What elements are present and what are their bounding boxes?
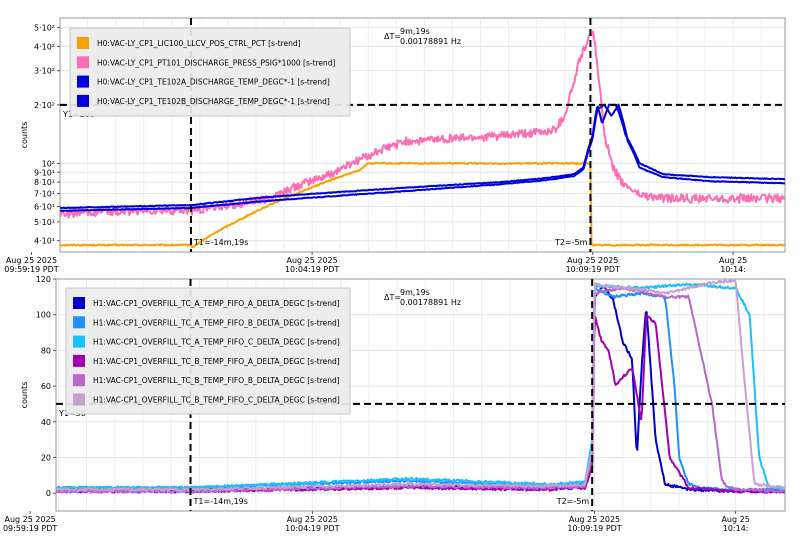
y-tick-label: 9·10¹ [34, 168, 55, 177]
legend-entry-label: H1:VAC-CP1_OVERFILL_TC_A_TEMP_FIFO_C_DEL… [93, 338, 340, 347]
x-tick-label-time: 10:04:19 PDT [285, 524, 339, 533]
x-tick-label-date: Aug 25 2025 [5, 515, 56, 524]
legend-swatch[interactable] [77, 94, 89, 107]
x-tick-label-date: Aug 25 2025 [569, 515, 620, 524]
cursor-t1-label: T1=-14m,19s [193, 238, 248, 247]
legend-swatch[interactable] [73, 297, 85, 309]
y-tick-label: 60 [41, 382, 51, 391]
delta-t-label: ΔT= [384, 32, 401, 41]
plot-frame [59, 17, 786, 253]
x-tick-label-time: 10:04:19 PDT [285, 265, 339, 274]
legend-entry-label: H1:VAC-CP1_OVERFILL_TC_B_TEMP_FIFO_A_DEL… [93, 357, 340, 366]
delta-frequency: 0.00178891 Hz [400, 298, 461, 307]
y-tick-label: 0 [46, 489, 51, 498]
series-lines [60, 29, 785, 249]
x-tick-label-time: 09:59:19 PDT [3, 524, 57, 533]
y-axis-label: counts [20, 122, 29, 149]
delta-frequency: 0.00178891 Hz [400, 37, 461, 46]
y-tick-label: 8·10¹ [34, 178, 55, 187]
y-tick-label: 5·10¹ [34, 218, 55, 227]
legend: H1:VAC-CP1_OVERFILL_TC_A_TEMP_FIFO_A_DEL… [65, 287, 351, 415]
delta-t-value: 9m,19s [400, 288, 430, 297]
cursor-t2-label: T2=-5m [554, 238, 588, 247]
legend-entry-label: H0:VAC-LY_CP1_TE102A_DISCHARGE_TEMP_DEGC… [97, 78, 330, 87]
series-line-3 [60, 103, 785, 210]
x-tick-label-time: 10:14: [720, 265, 746, 274]
y-tick-label: 20 [41, 453, 51, 462]
x-tick-label-time: 09:59:19 PDT [4, 265, 58, 274]
y-axis-label: counts [20, 382, 29, 409]
x-tick-label-time: 10:14: [723, 524, 749, 533]
series-lines [56, 279, 785, 494]
legend-box [69, 27, 351, 117]
y-tick-label: 4·10² [34, 42, 55, 51]
series-line-2 [60, 29, 785, 219]
y-tick-label: 3·10² [34, 67, 55, 76]
legend-box [65, 287, 351, 415]
series-line-4 [60, 103, 785, 213]
legend-swatch[interactable] [77, 75, 89, 88]
legend: H0:VAC-LY_CP1_LIC100_LLCV_POS_CTRL_PCT [… [69, 27, 351, 117]
legend-swatch[interactable] [73, 393, 85, 406]
y-tick-label: 80 [41, 346, 51, 355]
delta-t-value: 9m,19s [400, 27, 430, 36]
series-line-6 [56, 279, 785, 492]
y-tick-label: 120 [36, 275, 51, 284]
series-line-1 [60, 161, 785, 249]
cursor-t1-label: T1=-14m,19s [193, 497, 248, 506]
legend-swatch[interactable] [73, 354, 85, 367]
x-tick-label-date: Aug 25 2025 [287, 515, 338, 524]
x-tick-label-time: 10:09:19 PDT [567, 524, 621, 533]
legend-swatch[interactable] [73, 374, 85, 387]
legend-swatch[interactable] [77, 56, 89, 69]
x-tick-label-date: Aug 25 2025 [286, 256, 337, 265]
y-tick-label: 100 [36, 311, 51, 320]
legend-swatch[interactable] [77, 37, 89, 49]
y-tick-label: 7·10¹ [34, 190, 55, 199]
legend-entry-label: H1:VAC-CP1_OVERFILL_TC_B_TEMP_FIFO_C_DEL… [93, 396, 340, 405]
legend-entry-label: H0:VAC-LY_CP1_LIC100_LLCV_POS_CTRL_PCT [… [97, 39, 301, 48]
y-tick-label: 6·10¹ [34, 203, 55, 212]
plot-frame [55, 278, 786, 512]
legend-entry-label: H1:VAC-CP1_OVERFILL_TC_A_TEMP_FIFO_A_DEL… [93, 299, 340, 308]
legend-entry-label: H1:VAC-CP1_OVERFILL_TC_A_TEMP_FIFO_B_DEL… [93, 318, 340, 327]
legend-entry-label: H0:VAC-LY_CP1_TE102B_DISCHARGE_TEMP_DEGC… [97, 97, 330, 106]
legend-entry-label: H0:VAC-LY_CP1_PT101_DISCHARGE_PRESS_PSIG… [97, 58, 336, 67]
x-tick-label-date: Aug 25 2025 [6, 256, 57, 265]
y-tick-label: 10² [42, 159, 55, 168]
y-tick-label: 40 [41, 418, 51, 427]
delta-t-label: ΔT= [384, 293, 401, 302]
y-tick-label: 2·10² [34, 101, 55, 110]
x-tick-label-date: Aug 25 [719, 256, 747, 265]
y-tick-label: 5·10² [34, 24, 55, 33]
cursor-t2-label: T2=-5m [556, 497, 590, 506]
legend-swatch[interactable] [73, 316, 85, 329]
legend-entry-label: H1:VAC-CP1_OVERFILL_TC_B_TEMP_FIFO_B_DEL… [93, 376, 340, 385]
x-tick-label-date: Aug 25 [721, 515, 749, 524]
x-tick-label-date: Aug 25 2025 [567, 256, 618, 265]
x-tick-label-time: 10:09:19 PDT [566, 265, 620, 274]
legend-swatch[interactable] [73, 335, 85, 348]
y-tick-label: 4·10¹ [34, 237, 55, 246]
